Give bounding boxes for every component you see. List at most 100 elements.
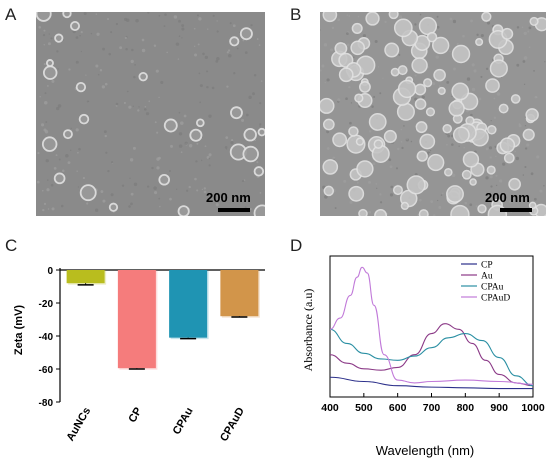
- sem-grain: [203, 187, 207, 190]
- sem-grain: [522, 60, 526, 63]
- sem-grain: [184, 141, 188, 145]
- sem-grain: [230, 141, 234, 145]
- sem-grain: [516, 26, 520, 29]
- sem-particle: [350, 40, 366, 56]
- d-series-line: [329, 266, 534, 385]
- d-x-tick-label: 800: [457, 402, 475, 414]
- sem-grain: [51, 207, 55, 211]
- sem-grain: [536, 155, 540, 159]
- sem-grain: [50, 37, 53, 40]
- scale-bar-label-b: 200 nm: [485, 190, 530, 205]
- sem-grain: [212, 14, 215, 17]
- sem-grain: [256, 161, 259, 164]
- sem-grain: [206, 85, 209, 89]
- sem-grain: [372, 162, 376, 166]
- sem-grain: [527, 30, 530, 33]
- c-y-axis-label: Zeta (mV): [13, 305, 25, 355]
- d-legend-entry: CPAuD: [481, 294, 510, 304]
- sem-grain: [128, 205, 131, 208]
- sem-grain: [515, 156, 520, 161]
- sem-grain: [50, 183, 54, 187]
- sem-grain: [398, 53, 401, 56]
- sem-particle: [433, 68, 446, 82]
- sem-particle: [525, 108, 539, 122]
- sem-grain: [147, 185, 150, 188]
- sem-grain: [134, 63, 136, 66]
- sem-particle: [411, 57, 428, 74]
- sem-grain: [147, 12, 150, 14]
- c-y-tick-label: 0: [47, 266, 53, 277]
- sem-grain: [194, 53, 198, 57]
- sem-particle: [354, 93, 364, 103]
- sem-grain: [208, 153, 212, 157]
- sem-grain: [348, 15, 351, 17]
- sem-grain: [197, 43, 200, 46]
- sem-grain: [207, 28, 209, 30]
- sem-grain: [178, 132, 183, 136]
- d-x-tick-label: 500: [355, 402, 373, 414]
- sem-particle: [392, 185, 403, 196]
- sem-grain: [204, 55, 209, 59]
- sem-grain: [216, 20, 218, 22]
- sem-grain: [83, 12, 87, 16]
- sem-particle: [79, 184, 97, 202]
- sem-grain: [57, 104, 62, 108]
- sem-grain: [419, 198, 422, 202]
- sem-particle: [419, 133, 436, 150]
- sem-particle: [322, 118, 335, 131]
- sem-grain: [451, 143, 454, 146]
- sem-grain: [76, 170, 78, 172]
- sem-grain: [110, 31, 113, 34]
- c-bar: [117, 270, 156, 369]
- sem-grain: [121, 184, 125, 187]
- sem-grain: [180, 151, 183, 154]
- sem-particle: [415, 121, 428, 134]
- sem-grain: [486, 21, 491, 25]
- sem-particle: [498, 103, 509, 114]
- sem-particle: [239, 27, 253, 41]
- sem-grain: [346, 14, 348, 16]
- sem-grain: [543, 184, 545, 187]
- sem-particle: [358, 208, 368, 216]
- sem-grain: [95, 13, 98, 15]
- sem-grain: [158, 14, 161, 17]
- sem-grain: [77, 186, 80, 188]
- sem-particle: [36, 12, 52, 22]
- sem-grain: [130, 59, 134, 64]
- sem-grain: [253, 73, 257, 77]
- sem-grain: [144, 105, 147, 108]
- sem-grain: [107, 170, 110, 173]
- sem-grain: [322, 161, 324, 163]
- sem-grain: [469, 203, 473, 207]
- d-legend-entry: CP: [481, 261, 493, 271]
- sem-grain: [144, 108, 147, 111]
- sem-grain: [200, 159, 203, 162]
- d-y-axis-label: Absorbance (a.u): [301, 289, 315, 372]
- sem-grain: [78, 147, 81, 151]
- sem-particle: [368, 112, 387, 131]
- sem-particle: [75, 82, 87, 93]
- sem-grain: [208, 157, 211, 160]
- sem-grain: [188, 144, 193, 148]
- sem-grain: [115, 22, 119, 26]
- sem-grain: [178, 19, 181, 23]
- sem-grain: [108, 52, 112, 56]
- sem-particle: [451, 82, 470, 101]
- sem-grain: [110, 193, 114, 197]
- sem-grain: [106, 18, 110, 21]
- sem-grain: [493, 97, 496, 100]
- sem-grain: [225, 136, 229, 140]
- sem-grain: [397, 147, 400, 151]
- sem-grain: [43, 63, 46, 66]
- sem-particle: [414, 83, 427, 96]
- sem-grain: [181, 24, 185, 27]
- d-series-line: [329, 376, 533, 390]
- sem-grain: [330, 48, 334, 52]
- sem-grain: [105, 151, 108, 154]
- sem-grain: [494, 145, 497, 148]
- sem-grain: [374, 39, 378, 44]
- sem-particle: [444, 167, 453, 177]
- sem-particle: [448, 100, 465, 117]
- sem-grain: [70, 149, 72, 151]
- sem-grain: [324, 195, 328, 199]
